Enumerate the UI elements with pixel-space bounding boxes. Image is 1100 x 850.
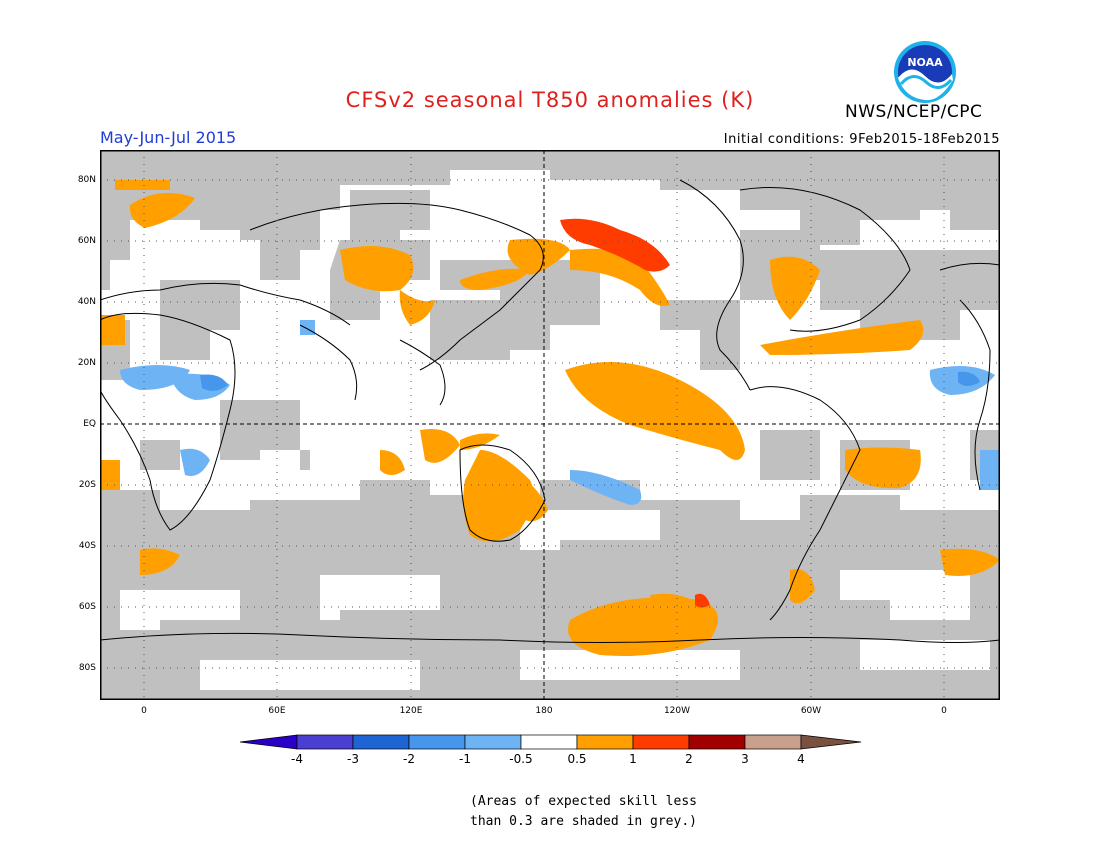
legend-label: 3 (741, 752, 749, 766)
moderate-negative-regions (200, 371, 980, 391)
lon-label: 120E (399, 706, 423, 716)
positive-anomaly-regions (100, 180, 1000, 656)
lat-label: 60N (77, 236, 96, 246)
agency-label: NWS/NCEP/CPC (845, 102, 983, 122)
strong-positive-regions (560, 218, 710, 608)
lat-label: 60S (78, 602, 96, 612)
legend-swatch (240, 734, 298, 750)
lon-label: 120W (663, 706, 691, 716)
skill-footnote: (Areas of expected skill less than 0.3 a… (470, 792, 730, 832)
map-title: CFSv2 seasonal T850 anomalies (K) (345, 88, 755, 112)
lat-label: 40S (78, 541, 96, 551)
legend-swatch (632, 734, 690, 750)
legend-label: 0.5 (567, 752, 587, 766)
southern-white-gaps (120, 450, 990, 690)
legend-swatch (520, 734, 578, 750)
legend-swatch (744, 734, 802, 750)
lon-label: 0 (141, 706, 147, 716)
logo-text: NOAA (907, 56, 943, 69)
legend-swatch (352, 734, 410, 750)
initial-conditions: Initial conditions: 9Feb2015-18Feb2015 (723, 132, 1000, 147)
legend-swatch (800, 734, 862, 750)
coastlines (100, 179, 1000, 643)
legend-label: -1 (459, 752, 471, 766)
legend-label: 2 (685, 752, 693, 766)
lat-label: 20S (78, 480, 96, 490)
legend-label: -0.5 (509, 752, 533, 766)
lon-label: 60E (268, 706, 286, 716)
legend-label: -4 (291, 752, 303, 766)
map-frame (100, 150, 1000, 700)
legend-swatch (576, 734, 634, 750)
legend-label: -2 (403, 752, 415, 766)
lat-label: 80S (78, 663, 96, 673)
lon-label: 60W (800, 706, 822, 716)
graticule (100, 150, 1000, 700)
anomaly-map (100, 150, 1000, 700)
legend-label: 4 (797, 752, 805, 766)
legend-colorbar (240, 734, 862, 750)
lat-label: 40N (77, 297, 96, 307)
footnote-line: (Areas of expected skill less (470, 794, 697, 809)
legend-swatch (688, 734, 746, 750)
lat-label: 20N (77, 358, 96, 368)
legend-swatch (408, 734, 466, 750)
legend-label: 1 (629, 752, 637, 766)
lon-label: 180 (535, 706, 553, 716)
legend-swatch (464, 734, 522, 750)
noaa-logo: NOAA (894, 41, 956, 103)
lat-label: 80N (77, 175, 96, 185)
lat-label: EQ (83, 419, 96, 429)
legend-swatch (296, 734, 354, 750)
legend-label: -3 (347, 752, 359, 766)
footnote-line: than 0.3 are shaded in grey.) (470, 814, 697, 829)
lon-label: 0 (941, 706, 947, 716)
forecast-period: May-Jun-Jul 2015 (100, 128, 237, 147)
